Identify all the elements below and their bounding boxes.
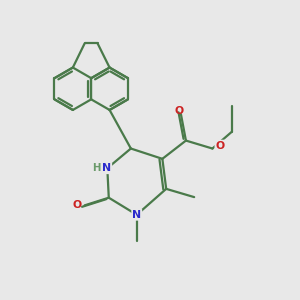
Text: N: N xyxy=(132,210,141,220)
Text: N: N xyxy=(102,163,111,173)
Text: O: O xyxy=(215,141,224,151)
Text: O: O xyxy=(175,106,184,116)
Text: O: O xyxy=(73,200,82,210)
Text: H: H xyxy=(92,163,101,173)
